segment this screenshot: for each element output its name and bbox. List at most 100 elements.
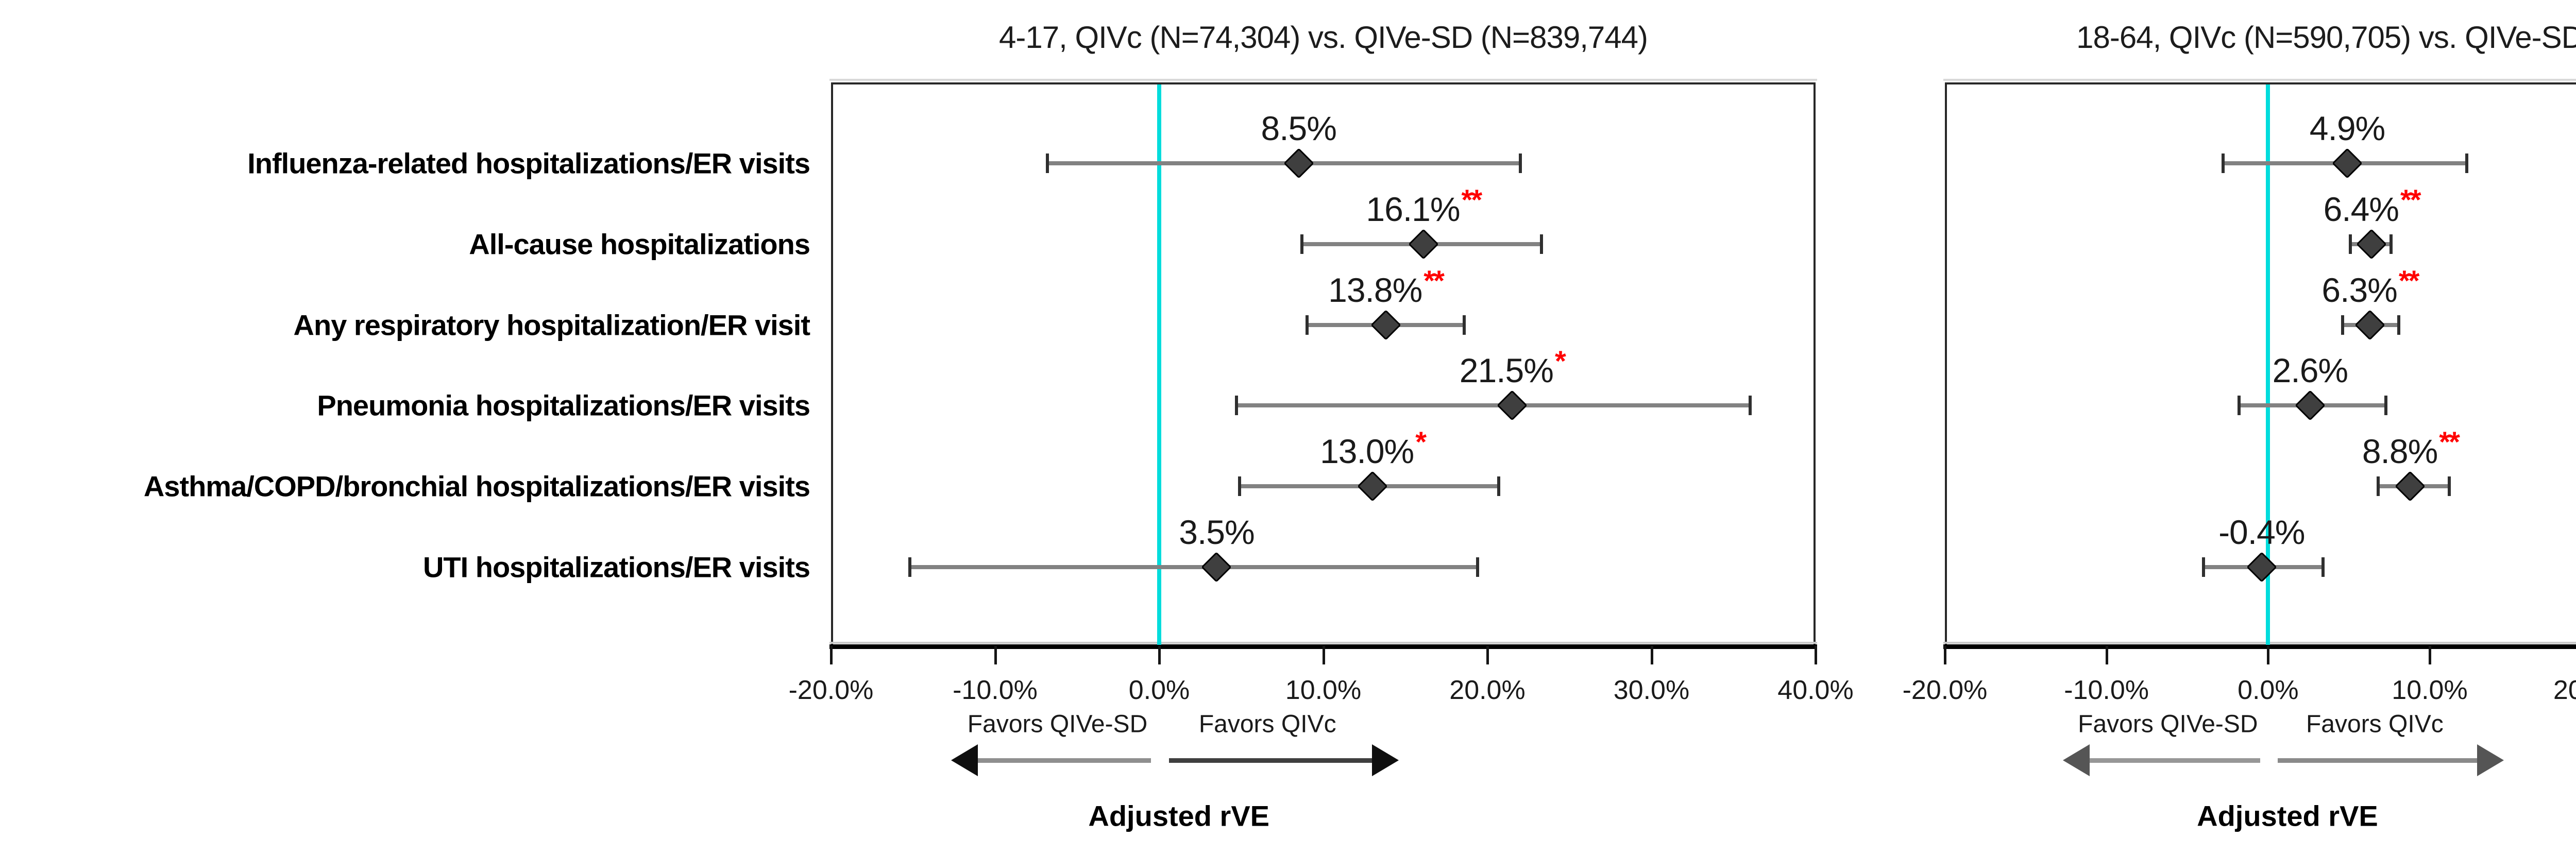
- error-bar-cap-right: [1463, 315, 1466, 335]
- x-tick-label: 0.0%: [1128, 675, 1190, 705]
- value-label: 13.8%**: [1328, 264, 1445, 310]
- value-label: 21.5%*: [1459, 345, 1566, 390]
- x-tick-label: -10.0%: [2064, 675, 2149, 705]
- category-label: Pneumonia hospitalizations/ER visits: [317, 389, 810, 422]
- error-bar-cap-right: [1540, 234, 1544, 254]
- value-label-text: 8.8%: [2362, 432, 2438, 471]
- right-arrow-shaft: [2278, 758, 2481, 763]
- error-bar: [909, 565, 1478, 570]
- error-bar-cap-right: [1497, 476, 1501, 497]
- x-axis-line: [1943, 644, 2576, 649]
- x-tick-label: 10.0%: [2392, 675, 2468, 705]
- x-tick-label: 40.0%: [1777, 675, 1854, 705]
- value-label: 8.5%: [1261, 109, 1337, 148]
- error-bar-cap-left: [1234, 396, 1238, 416]
- error-bar-cap-left: [2221, 153, 2225, 173]
- x-tick: [830, 646, 833, 664]
- x-tick: [1944, 646, 1946, 664]
- x-tick-label: 30.0%: [1613, 675, 1690, 705]
- value-label: 13.0%*: [1320, 425, 1427, 471]
- x-tick-label: 10.0%: [1285, 675, 1362, 705]
- x-tick: [1486, 646, 1489, 664]
- x-tick-label: -20.0%: [788, 675, 874, 705]
- significance-stars: *: [1415, 425, 1427, 458]
- favors-left-label: Favors QIVe-SD: [2078, 710, 2258, 738]
- error-bar-cap-right: [2447, 476, 2451, 497]
- value-label: 8.8%**: [2362, 425, 2460, 471]
- x-tick-label: -10.0%: [953, 675, 1038, 705]
- x-tick: [2429, 646, 2431, 664]
- right-arrow-shaft: [1169, 758, 1375, 763]
- error-bar: [1236, 403, 1750, 408]
- value-label: 3.5%: [1179, 513, 1255, 552]
- x-tick-label: -20.0%: [1902, 675, 1988, 705]
- significance-stars: **: [2398, 264, 2420, 297]
- value-label: 4.9%: [2310, 109, 2385, 148]
- value-label-text: 6.3%: [2321, 270, 2397, 309]
- error-bar-cap-left: [2237, 396, 2241, 416]
- value-label: 16.1%**: [1366, 183, 1482, 229]
- axis-caption: Adjusted rVE: [1088, 799, 1270, 832]
- error-bar-cap-right: [2465, 153, 2469, 173]
- value-label-text: 4.9%: [2309, 109, 2385, 147]
- error-bar-cap-left: [1300, 234, 1304, 254]
- zero-reference-line: [2266, 84, 2270, 645]
- axis-caption: Adjusted rVE: [2197, 799, 2378, 832]
- category-label: All-cause hospitalizations: [469, 228, 810, 261]
- x-tick: [1815, 646, 1817, 664]
- category-label: Any respiratory hospitalization/ER visit: [293, 309, 810, 341]
- panel-title: 18-64, QIVc (N=590,705) vs. QIVe-SD (N=2…: [2076, 20, 2576, 55]
- plot-box: [831, 82, 1816, 648]
- right-arrow-head-icon: [2477, 744, 2504, 776]
- value-label-text: 21.5%: [1459, 351, 1554, 390]
- category-label: Influenza-related hospitalizations/ER vi…: [247, 147, 810, 180]
- category-label: UTI hospitalizations/ER visits: [422, 551, 810, 584]
- value-label: 2.6%: [2273, 351, 2348, 390]
- x-tick-label: 0.0%: [2238, 675, 2299, 705]
- plot-box-top-shadow: [1943, 79, 2576, 81]
- left-arrow-shaft: [974, 758, 1151, 763]
- error-bar-cap-left: [2201, 557, 2205, 577]
- value-label: 6.4%**: [2323, 183, 2421, 229]
- x-axis-shadow: [829, 642, 1817, 644]
- error-bar-cap-right: [1748, 396, 1752, 416]
- error-bar-cap-left: [2376, 476, 2380, 497]
- value-label-text: -0.4%: [2218, 513, 2305, 552]
- significance-stars: **: [1461, 183, 1483, 216]
- error-bar-cap-left: [2341, 315, 2344, 335]
- error-bar-cap-right: [2321, 557, 2325, 577]
- value-label-text: 6.4%: [2323, 190, 2399, 228]
- favors-right-label: Favors QIVc: [1198, 710, 1336, 738]
- plot-box-top-shadow: [829, 79, 1817, 81]
- error-bar-cap-right: [2384, 396, 2388, 416]
- significance-stars: **: [1423, 264, 1445, 297]
- error-bar-cap-left: [908, 557, 911, 577]
- error-bar-cap-right: [2389, 234, 2393, 254]
- value-label-text: 8.5%: [1261, 109, 1337, 147]
- value-label-text: 16.1%: [1366, 190, 1460, 228]
- value-label: 6.3%**: [2321, 264, 2419, 310]
- value-label-text: 13.0%: [1320, 432, 1414, 471]
- left-arrow-shaft: [2086, 758, 2260, 763]
- x-tick-label: 20.0%: [2553, 675, 2576, 705]
- error-bar-cap-left: [2349, 234, 2352, 254]
- error-bar-cap-left: [1305, 315, 1309, 335]
- x-tick-label: 20.0%: [1449, 675, 1526, 705]
- zero-reference-line: [1157, 84, 1161, 645]
- error-bar-cap-right: [1518, 153, 1522, 173]
- significance-stars: *: [1554, 345, 1566, 378]
- x-tick: [2267, 646, 2270, 664]
- left-arrow-head-icon: [2062, 744, 2090, 776]
- x-tick: [2105, 646, 2108, 664]
- value-label: -0.4%: [2218, 513, 2305, 552]
- panel-title: 4-17, QIVc (N=74,304) vs. QIVe-SD (N=839…: [999, 20, 1648, 55]
- x-axis-shadow: [1943, 642, 2576, 644]
- significance-stars: **: [2400, 183, 2421, 216]
- value-label-text: 2.6%: [2272, 351, 2348, 390]
- significance-stars: **: [2439, 425, 2460, 458]
- error-bar-cap-right: [1476, 557, 1479, 577]
- error-bar-cap-left: [1238, 476, 1242, 497]
- favors-right-label: Favors QIVc: [2306, 710, 2444, 738]
- right-arrow-head-icon: [1372, 744, 1399, 776]
